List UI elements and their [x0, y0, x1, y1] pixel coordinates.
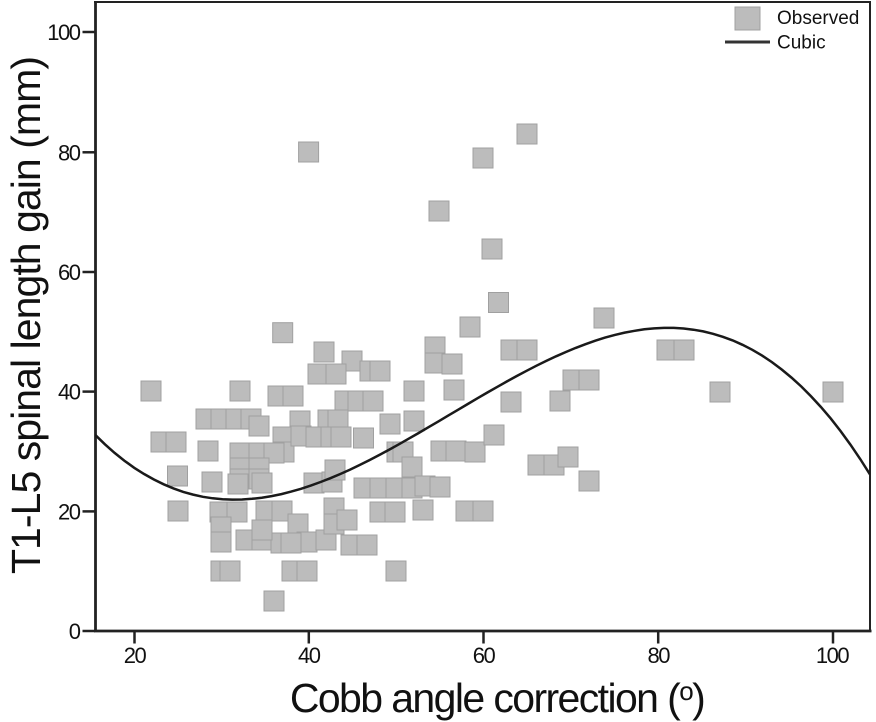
- svg-text:60: 60: [473, 643, 496, 668]
- svg-text:80: 80: [647, 643, 670, 668]
- svg-text:100: 100: [816, 643, 849, 668]
- svg-text:20: 20: [124, 643, 147, 668]
- svg-text:80: 80: [58, 140, 81, 165]
- svg-text:Cubic: Cubic: [777, 33, 826, 54]
- svg-text:60: 60: [58, 260, 81, 285]
- svg-text:100: 100: [47, 20, 80, 45]
- svg-text:Observed: Observed: [777, 8, 859, 29]
- svg-text:0: 0: [69, 619, 81, 644]
- svg-text:40: 40: [58, 380, 81, 405]
- svg-text:40: 40: [298, 643, 321, 668]
- svg-text:T1-L5 spinal length gain (mm): T1-L5 spinal length gain (mm): [3, 57, 49, 574]
- svg-text:20: 20: [58, 499, 81, 524]
- svg-text:Cobb angle correction (o): Cobb angle correction (o): [290, 675, 704, 721]
